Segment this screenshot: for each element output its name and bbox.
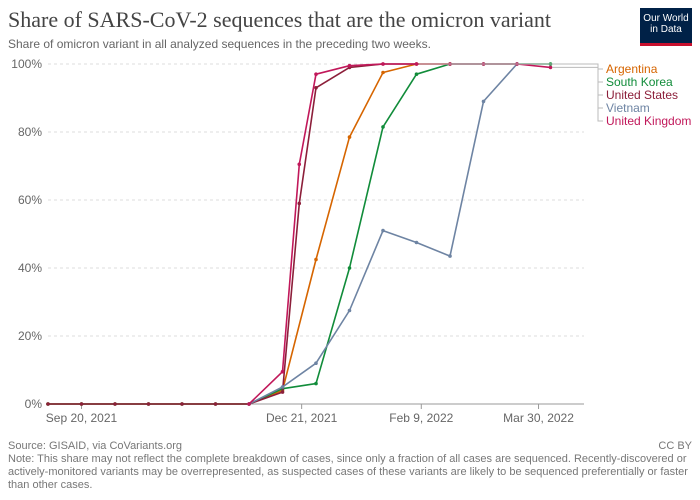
owid-logo[interactable]: Our World in Data [640, 8, 692, 46]
legend-connector [552, 63, 603, 83]
chart-subtitle: Share of omicron variant in all analyzed… [8, 37, 431, 51]
y-tick-label: 100% [11, 57, 42, 71]
data-point-south-korea[interactable] [314, 381, 318, 386]
data-point-vietnam[interactable] [314, 361, 318, 366]
data-point-vietnam[interactable] [280, 385, 285, 389]
y-tick-label: 40% [18, 261, 42, 275]
logo-accent-bar [640, 43, 692, 46]
data-point-united-kingdom[interactable] [297, 162, 302, 167]
data-point-argentina[interactable] [314, 257, 318, 262]
data-point-united-kingdom[interactable] [247, 402, 251, 406]
gridlines [48, 63, 584, 405]
data-point-united-states[interactable] [314, 86, 318, 90]
line-chart: 0% 20% 40% 60% 80% 100% Sep 20, 2021 Dec 21, 2… [11, 57, 691, 425]
logo-line-1: Our World [643, 13, 689, 24]
x-tick-label: Sep 20, 2021 [46, 411, 118, 425]
data-point-united-kingdom[interactable] [347, 63, 352, 68]
data-point-vietnam[interactable] [448, 254, 452, 258]
y-tick-label: 0% [25, 397, 43, 411]
source-text: Source: GISAID, via CoVariants.org [8, 440, 183, 452]
legend-label-argentina[interactable]: Argentina [606, 62, 658, 76]
data-point-south-korea[interactable] [347, 266, 352, 270]
series-lines [46, 62, 553, 406]
data-point-united-states[interactable] [113, 402, 117, 406]
data-point-united-kingdom[interactable] [314, 72, 318, 76]
data-point-united-states[interactable] [213, 402, 218, 406]
y-tick-label: 20% [18, 329, 42, 343]
data-point-united-states[interactable] [280, 390, 285, 394]
x-tick-label: Mar 30, 2022 [503, 411, 574, 425]
y-axis: 0% 20% 40% 60% 80% 100% [11, 57, 42, 411]
x-tick-label: Feb 9, 2022 [389, 411, 453, 425]
license-link[interactable]: CC BY [658, 440, 692, 452]
x-axis: Sep 20, 2021 Dec 21, 2021 Feb 9, 2022 Mar 3… [46, 403, 584, 425]
data-point-united-states[interactable] [79, 402, 84, 406]
data-point-united-kingdom[interactable] [381, 62, 385, 66]
data-point-united-states[interactable] [297, 201, 302, 206]
data-point-south-korea[interactable] [414, 72, 419, 76]
legend-connector [418, 63, 603, 96]
footnote: Note: This share may not reflect the com… [8, 453, 688, 491]
data-point-vietnam[interactable] [481, 99, 486, 104]
chart-title: Share of SARS-CoV-2 sequences that are t… [8, 7, 551, 32]
data-point-united-kingdom[interactable] [548, 65, 553, 70]
data-point-vietnam[interactable] [381, 228, 385, 233]
legend-connector [519, 63, 603, 109]
legend-label-united-kingdom[interactable]: United Kingdom [606, 114, 691, 128]
data-point-united-kingdom[interactable] [414, 62, 419, 66]
series-line-south-korea[interactable] [48, 63, 551, 405]
data-point-argentina[interactable] [381, 70, 385, 75]
data-point-united-states[interactable] [46, 402, 50, 406]
legend-label-united-states[interactable]: United States [606, 88, 678, 102]
data-point-united-kingdom[interactable] [280, 369, 285, 374]
legend-label-south-korea[interactable]: South Korea [606, 75, 673, 89]
data-point-vietnam[interactable] [414, 240, 419, 245]
y-tick-label: 60% [18, 193, 42, 207]
x-tick-label: Dec 21, 2021 [266, 411, 338, 425]
data-point-united-states[interactable] [180, 402, 184, 406]
series-line-vietnam[interactable] [248, 63, 518, 405]
data-point-vietnam[interactable] [347, 308, 352, 313]
y-tick-label: 80% [18, 125, 42, 139]
legend-connector [552, 66, 603, 122]
data-point-united-states[interactable] [146, 402, 151, 406]
series-line-united-kingdom[interactable] [248, 63, 551, 405]
legend-label-vietnam[interactable]: Vietnam [606, 101, 650, 115]
data-point-south-korea[interactable] [381, 125, 385, 129]
logo-line-2: in Data [650, 24, 682, 35]
data-point-argentina[interactable] [347, 135, 352, 139]
